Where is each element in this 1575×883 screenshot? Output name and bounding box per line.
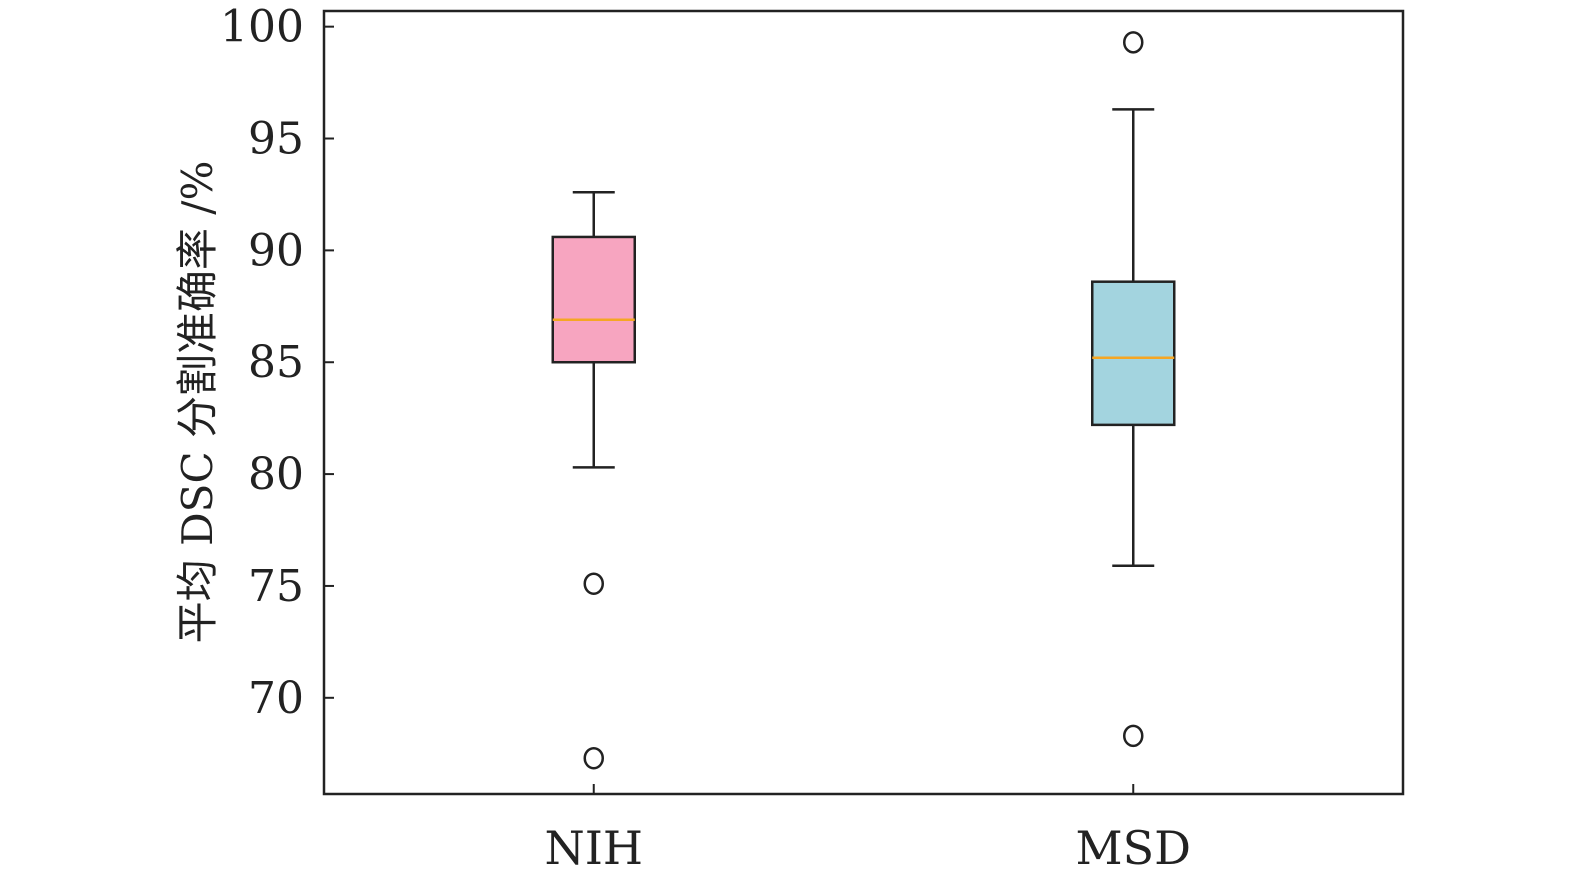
y-axis-title: 平均 DSC 分割准确率 /% (173, 161, 222, 644)
y-tick-label: 80 (248, 449, 304, 500)
x-tick-label-msd: MSD (1076, 821, 1192, 875)
x-axis: NIH MSD (544, 784, 1191, 875)
y-tick-label: 70 (248, 673, 304, 724)
y-tick-label: 95 (248, 114, 304, 165)
outlier-point (583, 572, 604, 595)
y-tick-label: 85 (248, 337, 304, 388)
y-tick-label: 90 (248, 225, 304, 276)
box-nih (551, 190, 636, 770)
boxes-layer (551, 31, 1176, 770)
box-msd (1091, 31, 1176, 748)
x-tick-label-nih: NIH (544, 821, 643, 875)
outlier-point (1123, 31, 1144, 54)
outlier-point (1123, 724, 1144, 748)
y-tick-label: 75 (248, 561, 304, 612)
outlier-point (583, 746, 604, 770)
plot-frame (322, 9, 1405, 796)
y-tick-label: 100 (220, 2, 304, 53)
box-iqr (551, 235, 636, 364)
y-axis: 70 75 80 85 90 95 100 (220, 2, 334, 724)
box-iqr (1091, 280, 1176, 427)
